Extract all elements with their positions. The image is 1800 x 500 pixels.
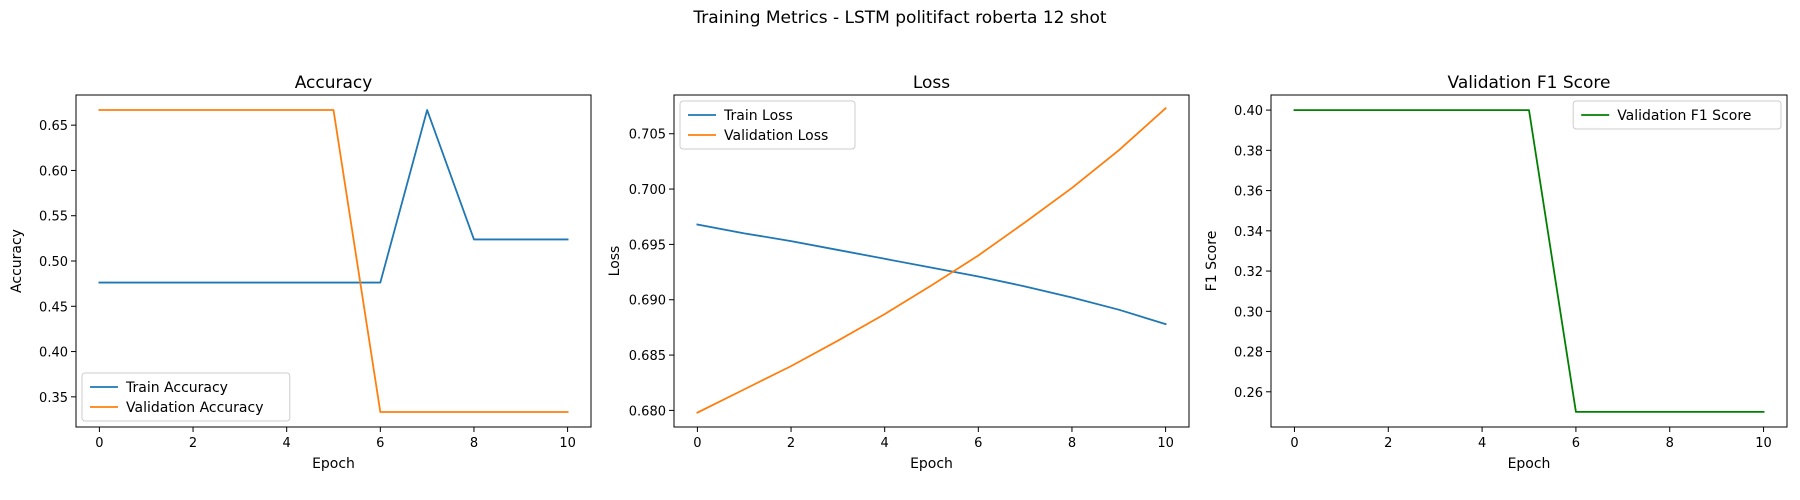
y-tick-label: 0.30	[1234, 305, 1263, 320]
axes-frame	[1270, 94, 1788, 428]
figure-title: Training Metrics - LSTM politifact rober…	[692, 8, 1107, 28]
x-tick-label: 2	[189, 436, 197, 451]
y-tick-label: 0.680	[629, 404, 666, 419]
y-tick-label: 0.40	[39, 346, 68, 361]
legend-box	[679, 100, 856, 150]
y-tick-label: 0.50	[39, 255, 68, 270]
legend-box	[81, 372, 291, 422]
y-tick-label: 0.700	[629, 183, 666, 198]
x-tick-label: 6	[1572, 436, 1580, 451]
subplot-title: Validation F1 Score	[1448, 73, 1611, 93]
y-tick-label: 0.40	[1234, 104, 1263, 119]
y-tick-label: 0.35	[39, 391, 68, 406]
series-line-train-accuracy	[98, 109, 569, 284]
series-line-validation-f1-score	[1293, 109, 1765, 413]
x-tick-label: 0	[693, 436, 701, 451]
legend: Train Loss Validation Loss	[679, 100, 856, 150]
subplot-accuracy: Accuracy 0 2 4 6 8 10 0.35 0.40 0.45 0.50 0.55 0.60 0…	[9, 73, 592, 472]
series-line-train-loss	[696, 223, 1167, 326]
x-tick-label: 2	[1384, 436, 1392, 451]
x-tick-label: 8	[1068, 436, 1076, 451]
y-axis-label: F1 Score	[1204, 231, 1220, 292]
legend-label: Train Loss	[723, 108, 793, 124]
x-tick-label: 0	[95, 436, 103, 451]
y-tick-label: 0.32	[1234, 265, 1263, 280]
x-tick-label: 10	[1157, 436, 1174, 451]
y-tick-label: 0.38	[1234, 144, 1263, 159]
series-line-validation-accuracy	[98, 109, 569, 413]
y-tick-label: 0.36	[1234, 185, 1263, 200]
x-tick-label: 4	[1478, 436, 1486, 451]
subplot-title: Accuracy	[295, 73, 373, 93]
x-tick-label: 8	[470, 436, 478, 451]
subplot-loss: Loss 0 2 4 6 8 10 0.680 0.685 0.690 0.695 0.700 0.70…	[607, 73, 1190, 472]
subplot-validation-f1-score: Validation F1 Score 0 2 4 6 8 10 0.26 0.28 0.30 0.…	[1204, 73, 1788, 472]
y-tick-label: 0.690	[629, 294, 666, 309]
x-tick-label: 10	[1755, 436, 1772, 451]
y-tick-label: 0.705	[629, 128, 666, 143]
y-tick-label: 0.34	[1234, 225, 1263, 240]
x-tick-label: 10	[559, 436, 576, 451]
y-tick-label: 0.55	[39, 210, 68, 225]
legend-label: Train Accuracy	[125, 380, 228, 396]
legend-label: Validation Loss	[724, 128, 828, 144]
x-tick-label: 6	[376, 436, 384, 451]
y-tick-label: 0.28	[1234, 346, 1263, 361]
legend-label: Validation F1 Score	[1617, 108, 1751, 124]
legend-box	[1572, 100, 1782, 130]
y-tick-label: 0.60	[39, 164, 68, 179]
x-axis-label: Epoch	[312, 456, 355, 472]
x-axis-label: Epoch	[1508, 456, 1551, 472]
x-tick-label: 0	[1290, 436, 1298, 451]
y-tick-label: 0.26	[1234, 386, 1263, 401]
y-tick-label: 0.685	[629, 349, 666, 364]
x-tick-label: 4	[881, 436, 889, 451]
subplot-panels: Accuracy 0 2 4 6 8 10 0.35 0.40 0.45 0.50 0.55 0.60 0…	[9, 73, 1788, 472]
y-tick-label: 0.45	[39, 300, 68, 315]
legend-label: Validation Accuracy	[126, 400, 264, 416]
y-axis-label: Accuracy	[9, 229, 25, 293]
x-tick-label: 4	[283, 436, 291, 451]
x-axis-label: Epoch	[910, 456, 953, 472]
y-tick-label: 0.65	[39, 119, 68, 134]
legend: Train Accuracy Validation Accuracy	[81, 372, 291, 422]
y-tick-label: 0.695	[629, 238, 666, 253]
legend: Validation F1 Score	[1572, 100, 1782, 130]
axes-frame	[673, 94, 1190, 428]
subplot-title: Loss	[913, 73, 950, 93]
y-axis-label: Loss	[607, 246, 623, 277]
x-tick-label: 8	[1666, 436, 1674, 451]
series-line-validation-loss	[696, 107, 1167, 414]
x-tick-label: 6	[974, 436, 982, 451]
x-tick-label: 2	[787, 436, 795, 451]
